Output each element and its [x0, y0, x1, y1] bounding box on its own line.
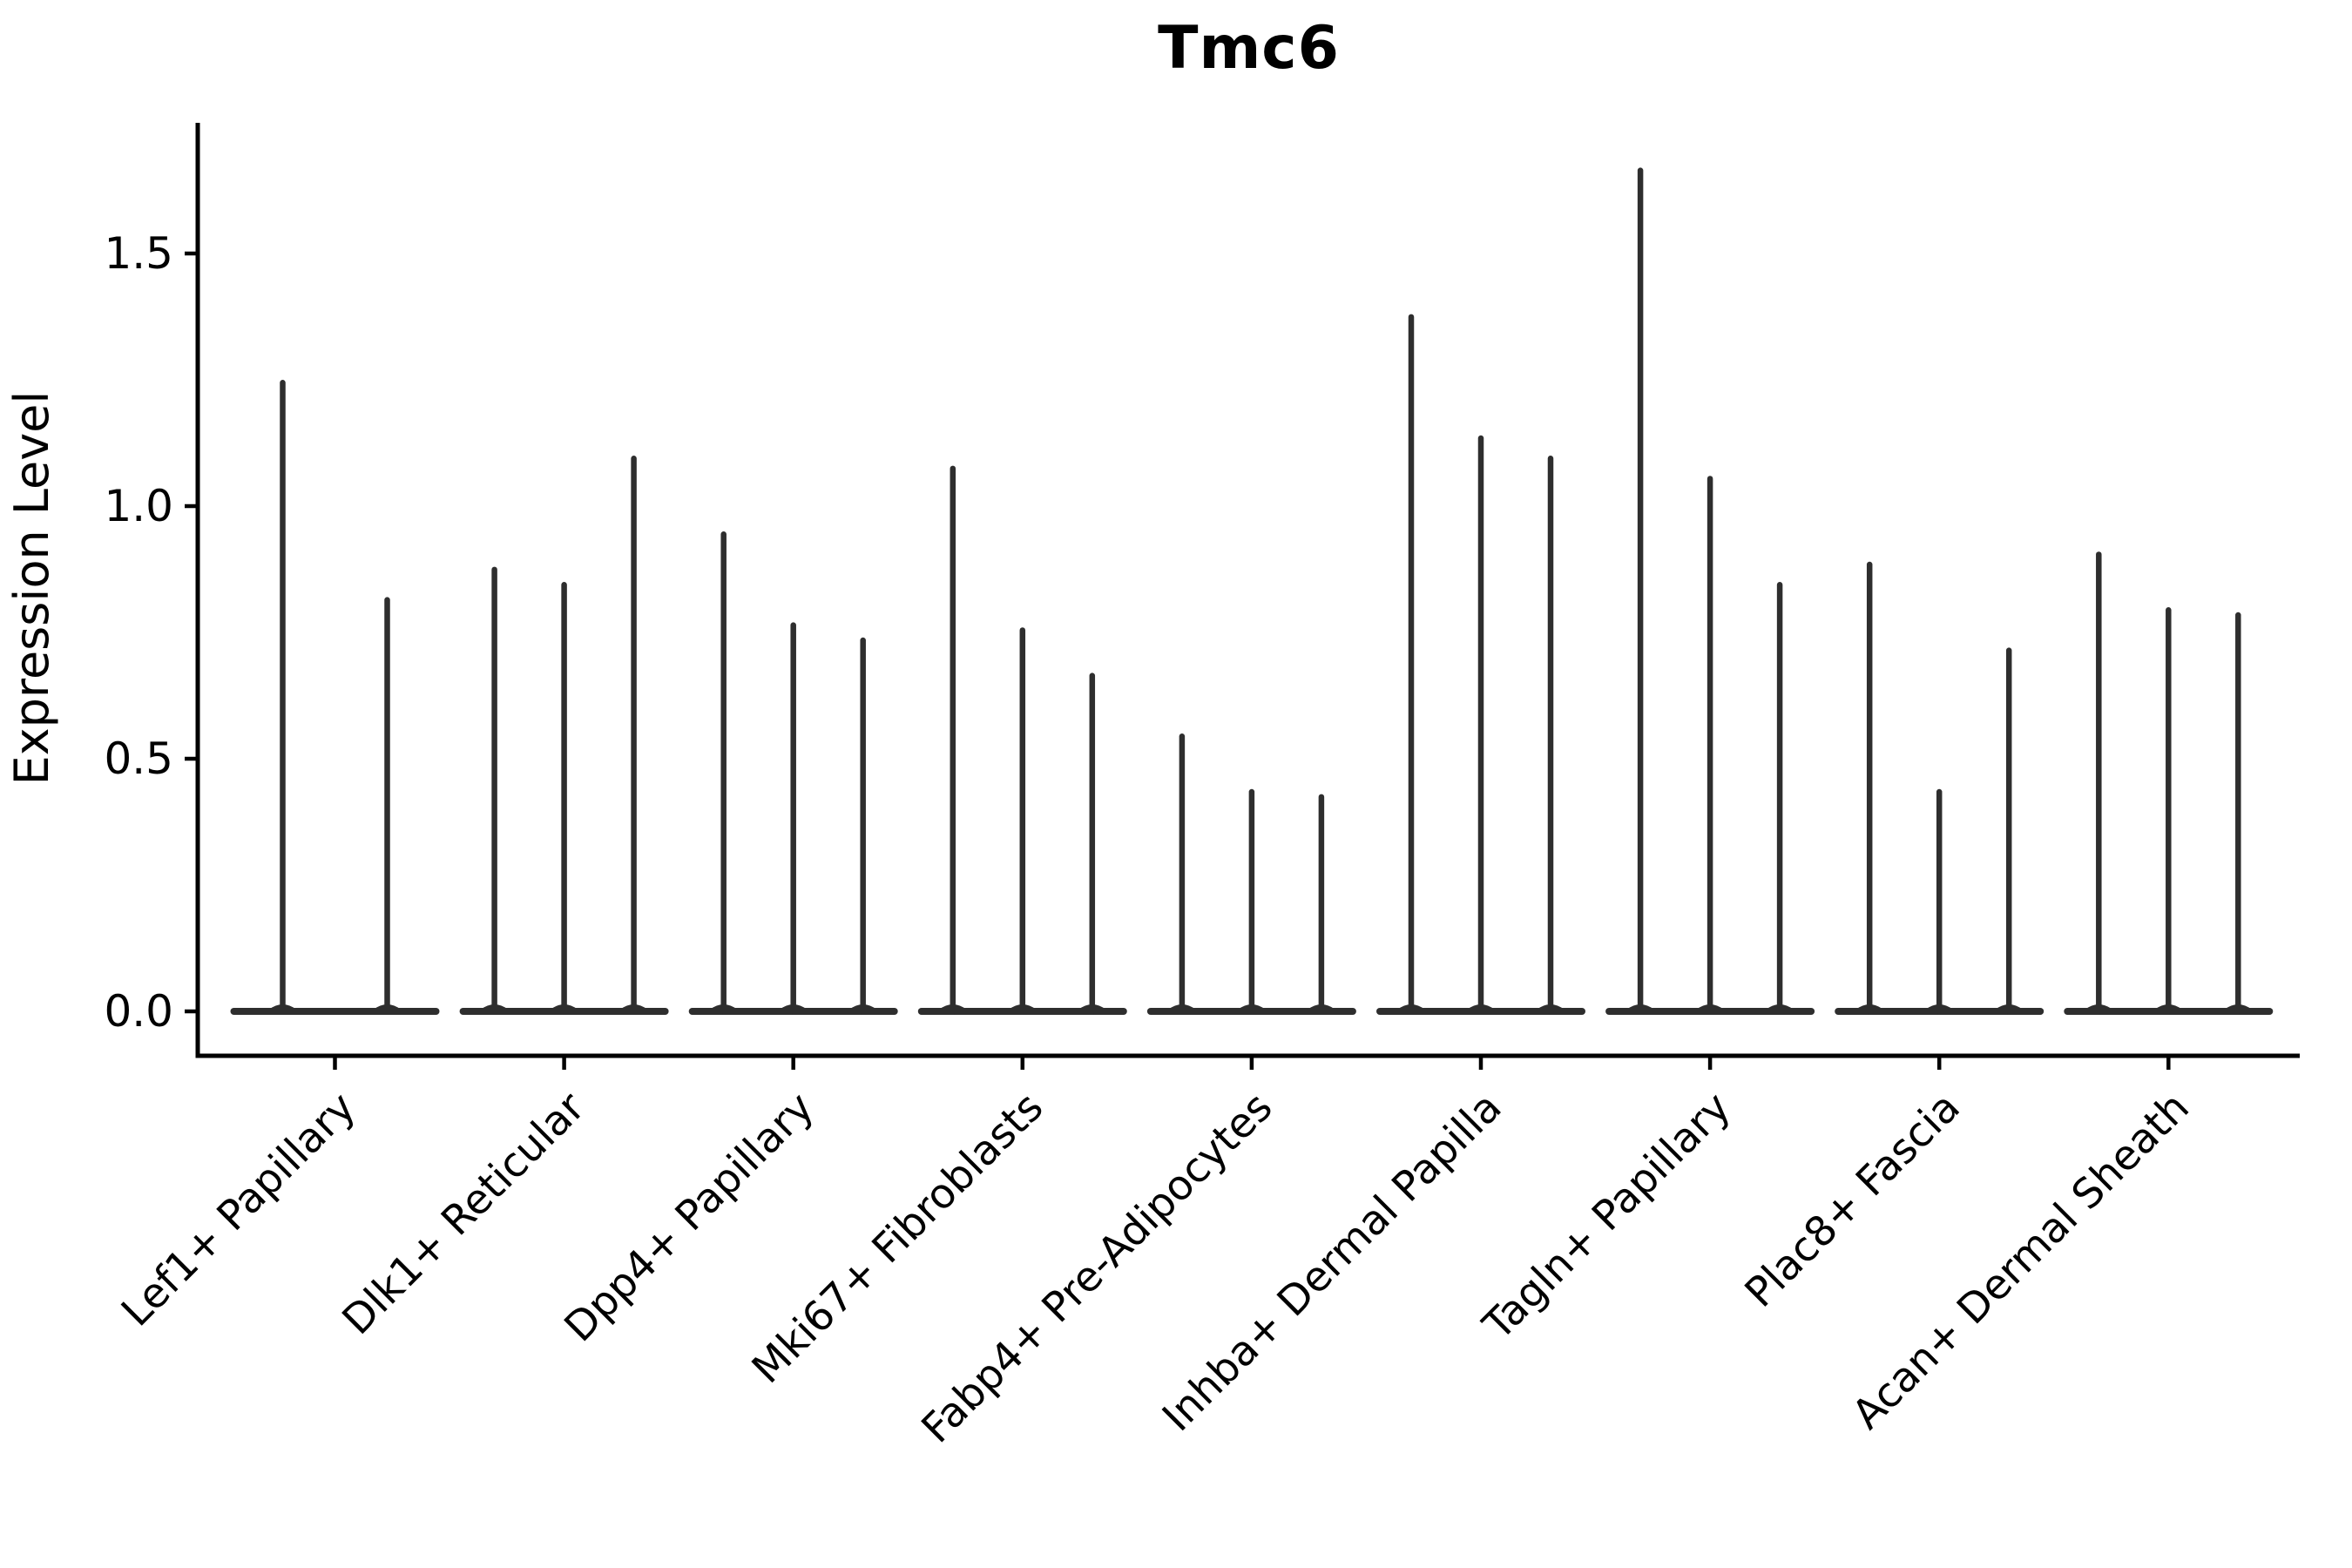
violin-base-swell — [619, 1004, 648, 1010]
x-tick-label: Plac8+ Fascia — [1736, 1084, 1970, 1317]
violin-needle — [1019, 627, 1026, 1015]
violin-base-swell — [1766, 1004, 1794, 1010]
y-tick-label: 1.0 — [104, 481, 173, 531]
violin-needle — [1637, 167, 1644, 1015]
violin-base-swell — [550, 1004, 578, 1010]
violin-needle — [1408, 314, 1415, 1016]
violin-base-swell — [1307, 1004, 1335, 1010]
violin-needle — [860, 637, 866, 1015]
violin-needle — [1866, 561, 1873, 1015]
violin-base-swell — [1167, 1004, 1196, 1010]
violin-needle — [1248, 788, 1255, 1015]
x-tick-label: Tagln+ Papillary — [1474, 1084, 1740, 1350]
violin-needle — [491, 566, 497, 1015]
violin-base-swell — [480, 1004, 509, 1010]
violin-base-swell — [1696, 1004, 1725, 1010]
violin-base-swell — [1237, 1004, 1266, 1010]
violin-base-swell — [1855, 1004, 1884, 1010]
violin-needle — [950, 465, 956, 1015]
violin-base-swell — [1537, 1004, 1565, 1010]
violin-base-swell — [709, 1004, 738, 1010]
violin-needle — [561, 582, 567, 1015]
violin-base-swell — [848, 1004, 877, 1010]
violin-base-swell — [1467, 1004, 1495, 1010]
chart-title: Tmc6 — [1158, 14, 1340, 83]
violin-needle — [384, 597, 390, 1015]
violin-needle — [1547, 456, 1554, 1015]
violin-base-swell — [2224, 1004, 2253, 1010]
y-tick-label: 0.0 — [104, 986, 173, 1037]
violin-base-swell — [1925, 1004, 1954, 1010]
violin-base-swell — [1397, 1004, 1425, 1010]
violin-needle — [280, 380, 286, 1015]
violin-base-swell — [1995, 1004, 2024, 1010]
violin-needle — [1776, 582, 1783, 1015]
x-tick-label: Dpp4+ Papillary — [556, 1084, 824, 1352]
violin-needle — [1318, 794, 1325, 1015]
violin-needle — [2096, 551, 2102, 1015]
x-tick-label: Lef1+ Papillary — [112, 1084, 365, 1336]
violin-needle — [2166, 607, 2172, 1015]
violin-base-swell — [268, 1004, 297, 1010]
violin-base — [230, 1008, 440, 1015]
violin-needle — [2005, 647, 2012, 1015]
violin-needle — [1089, 672, 1096, 1015]
violin-needle — [1179, 733, 1186, 1015]
x-tick-label: Dlk1+ Reticular — [334, 1083, 595, 1344]
y-axis-title: Expression Level — [4, 391, 59, 786]
violin-needle — [1936, 788, 1943, 1015]
violin-needle — [1707, 476, 1713, 1015]
violin-needle — [1477, 435, 1484, 1015]
violin-base-swell — [2085, 1004, 2113, 1010]
violin-base-swell — [1626, 1004, 1655, 1010]
y-tick-label: 1.5 — [104, 228, 173, 279]
violin-needle — [790, 622, 796, 1015]
y-tick-label: 0.5 — [104, 733, 173, 784]
violin-base-swell — [1078, 1004, 1106, 1010]
violin-base-swell — [1008, 1004, 1037, 1010]
violin-needle — [720, 531, 727, 1015]
violin-base-swell — [938, 1004, 967, 1010]
violin-needle — [2235, 612, 2241, 1015]
violin-base-swell — [779, 1004, 808, 1010]
violin-base-swell — [2154, 1004, 2183, 1010]
violin-base-swell — [373, 1004, 402, 1010]
violin-needle — [631, 456, 637, 1015]
